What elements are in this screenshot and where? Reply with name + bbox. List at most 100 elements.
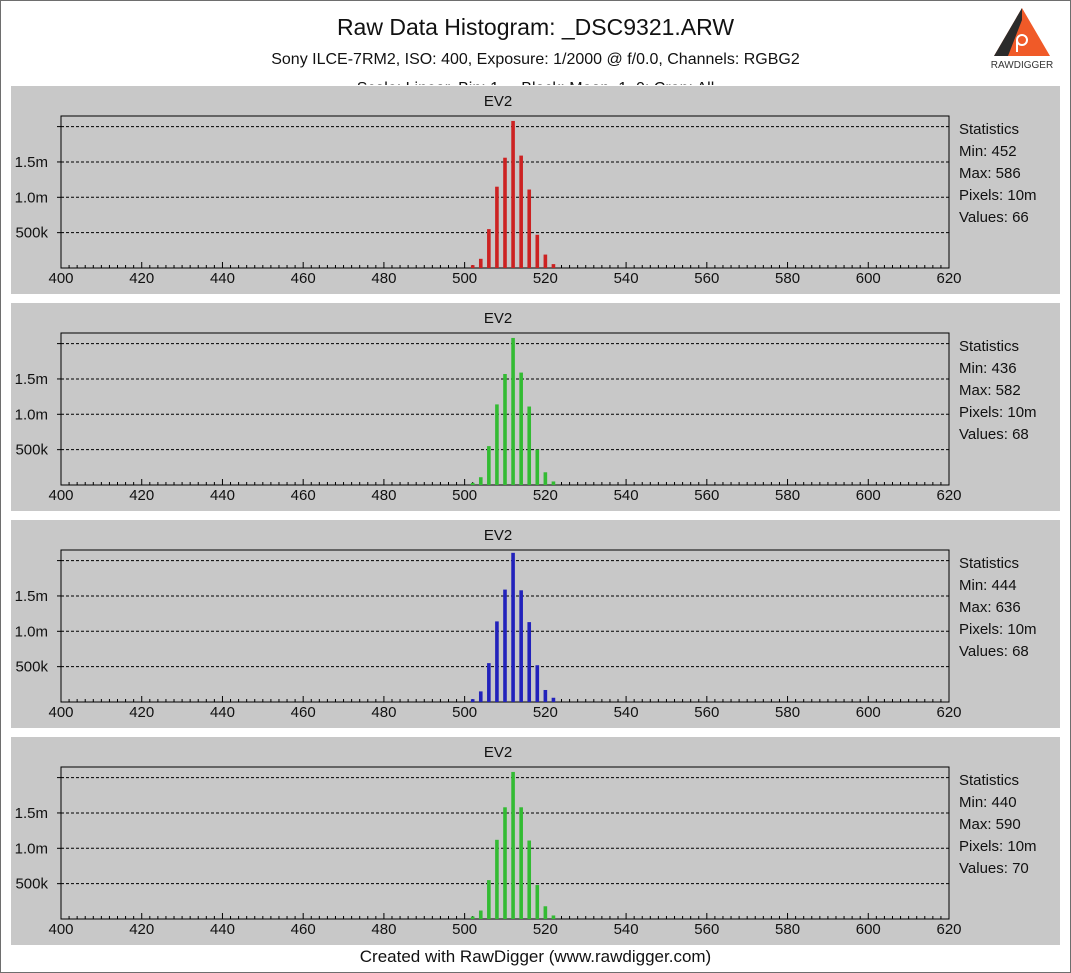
histogram-bar <box>478 691 483 702</box>
stats-values: Values: 66 <box>959 209 1029 226</box>
histogram-bar <box>527 189 532 268</box>
x-tick-label: 460 <box>291 270 316 287</box>
footer-credit: Created with RawDigger (www.rawdigger.co… <box>359 947 712 966</box>
histogram-bar <box>470 265 475 268</box>
histogram-bar <box>527 622 532 702</box>
histogram-bar <box>503 807 507 919</box>
x-tick-label: 420 <box>129 921 154 938</box>
y-tick-label: 1.0m <box>15 406 48 423</box>
x-tick-label: 600 <box>856 704 881 721</box>
histogram-panel-1: EV2 500k 1.0m 1.5m 400 420 440 460 480 500 520 540 5… <box>11 86 1060 294</box>
x-tick-label: 440 <box>210 270 235 287</box>
logo-text: RAWDIGGER <box>991 60 1053 71</box>
x-tick-label: 460 <box>291 487 316 504</box>
x-tick-label: 520 <box>533 704 558 721</box>
x-tick-label: 620 <box>936 704 961 721</box>
histogram-bar <box>519 372 523 485</box>
y-tick-label: 1.5m <box>15 371 48 388</box>
histogram-panel-2: EV2 500k 1.0m 1.5m 400 420 440 460 480 500 520 540 5… <box>11 303 1060 511</box>
stats-heading: Statistics <box>959 772 1019 789</box>
x-tick-label: 420 <box>129 487 154 504</box>
stats-heading: Statistics <box>959 338 1019 355</box>
stats-heading: Statistics <box>959 121 1019 138</box>
histogram-panel-3: EV2 500k 1.0m 1.5m 400 420 440 460 480 500 520 540 5… <box>11 520 1060 728</box>
stats-max: Max: 582 <box>959 382 1021 399</box>
x-tick-label: 560 <box>694 487 719 504</box>
y-tick-label: 1.0m <box>15 840 48 857</box>
x-tick-label: 580 <box>775 487 800 504</box>
histogram-bar <box>535 449 540 485</box>
histogram-bar <box>527 840 532 919</box>
histogram-bar <box>551 481 556 485</box>
stats-pixels: Pixels: 10m <box>959 838 1037 855</box>
x-tick-label: 500 <box>452 704 477 721</box>
histogram-bar <box>503 374 507 485</box>
camera-info-subtitle: Sony ILCE-7RM2, ISO: 400, Exposure: 1/20… <box>271 51 800 68</box>
histogram-bar <box>551 915 556 919</box>
x-tick-label: 540 <box>614 921 639 938</box>
x-tick-label: 460 <box>291 921 316 938</box>
x-tick-label: 560 <box>694 704 719 721</box>
x-tick-label: 520 <box>533 487 558 504</box>
x-tick-label: 440 <box>210 487 235 504</box>
histogram-bar <box>470 482 475 485</box>
histogram-bar <box>543 906 548 919</box>
x-tick-label: 620 <box>936 487 961 504</box>
stats-max: Max: 586 <box>959 165 1021 182</box>
histogram-bar <box>535 665 540 702</box>
x-tick-label: 540 <box>614 270 639 287</box>
chart-title: EV2 <box>484 310 512 327</box>
stats-min: Min: 452 <box>959 143 1017 160</box>
x-tick-label: 600 <box>856 921 881 938</box>
histogram-bar <box>495 404 499 485</box>
x-tick-label: 600 <box>856 270 881 287</box>
histogram-panel-4: EV2 500k 1.0m 1.5m 400 420 440 460 480 500 520 540 5… <box>11 737 1060 945</box>
rawdigger-logo: RAWDIGGER <box>991 8 1053 71</box>
chart-title: EV2 <box>484 93 512 110</box>
stats-pixels: Pixels: 10m <box>959 187 1037 204</box>
x-tick-label: 480 <box>371 487 396 504</box>
histogram-bar <box>551 264 556 268</box>
histogram-bar <box>511 552 515 702</box>
histogram-bar <box>535 234 540 268</box>
x-tick-label: 600 <box>856 487 881 504</box>
page-title: Raw Data Histogram: _DSC9321.ARW <box>336 14 735 40</box>
y-tick-label: 1.0m <box>15 623 48 640</box>
x-tick-label: 580 <box>775 704 800 721</box>
histogram-bar <box>511 771 515 919</box>
x-tick-label: 420 <box>129 704 154 721</box>
stats-values: Values: 68 <box>959 426 1029 443</box>
x-tick-label: 500 <box>452 921 477 938</box>
histogram-bar <box>519 590 523 702</box>
y-tick-label: 500k <box>15 659 48 676</box>
x-tick-label: 500 <box>452 487 477 504</box>
histogram-bar <box>495 186 499 268</box>
histogram-bar <box>535 885 540 919</box>
x-tick-label: 540 <box>614 487 639 504</box>
stats-min: Min: 436 <box>959 360 1017 377</box>
histogram-bar <box>470 916 475 919</box>
x-tick-label: 480 <box>371 270 396 287</box>
y-tick-label: 1.5m <box>15 805 48 822</box>
histogram-bar <box>519 807 523 919</box>
x-tick-label: 620 <box>936 270 961 287</box>
histogram-bar <box>487 663 491 702</box>
x-tick-label: 400 <box>48 487 73 504</box>
logo-shadow-icon <box>994 8 1022 56</box>
stats-pixels: Pixels: 10m <box>959 404 1037 421</box>
x-tick-label: 460 <box>291 704 316 721</box>
histogram-bar <box>511 337 515 485</box>
x-tick-label: 400 <box>48 921 73 938</box>
x-tick-label: 400 <box>48 704 73 721</box>
chart-title: EV2 <box>484 527 512 544</box>
y-tick-label: 500k <box>15 876 48 893</box>
x-tick-label: 520 <box>533 921 558 938</box>
histogram-bar <box>543 472 548 485</box>
y-tick-label: 500k <box>15 225 48 242</box>
chart-title: EV2 <box>484 744 512 761</box>
stats-heading: Statistics <box>959 555 1019 572</box>
stats-min: Min: 440 <box>959 794 1017 811</box>
histogram-bar <box>470 699 475 702</box>
histogram-bar <box>527 406 532 485</box>
histogram-bar <box>543 689 548 702</box>
